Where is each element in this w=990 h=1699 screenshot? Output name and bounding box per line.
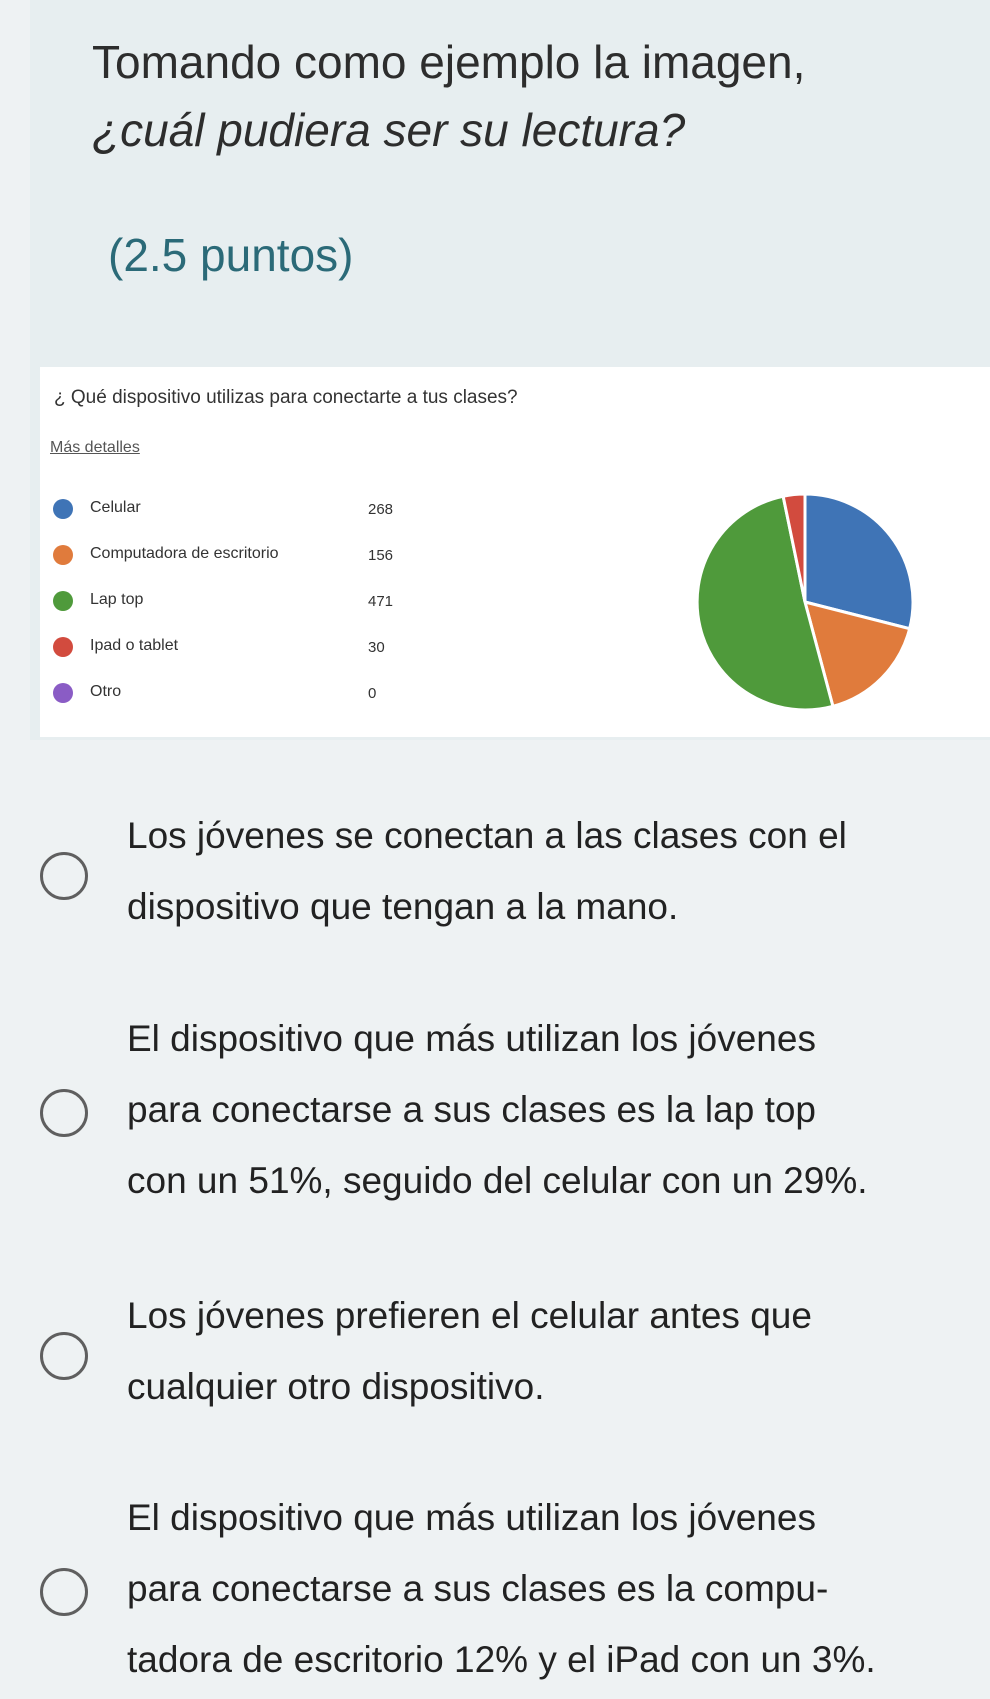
question-title-line2: ¿cuál pudiera ser su lectura? xyxy=(92,104,686,156)
legend-dot-ipad xyxy=(53,637,73,657)
option-line: dispositivo que tengan a la mano. xyxy=(127,886,679,927)
option-line: El dispositivo que más utilizan los jóve… xyxy=(127,1497,816,1538)
option-line: para conectarse a sus clases es la compu… xyxy=(127,1568,829,1609)
pie-slice-laptop xyxy=(695,494,835,712)
chart-image: ¿ Qué dispositivo utilizas para conectar… xyxy=(40,367,990,737)
option-line: Los jóvenes prefieren el celular antes q… xyxy=(127,1295,812,1336)
option-text: Los jóvenes prefieren el celular antes q… xyxy=(127,1280,967,1422)
legend-value: 0 xyxy=(368,685,377,702)
legend-item: Computadora de escritorio 156 xyxy=(48,541,408,587)
option-text: Los jóvenes se conectan a las clases con… xyxy=(127,800,967,942)
chart-question: ¿ Qué dispositivo utilizas para conectar… xyxy=(54,387,518,408)
more-details-link: Más detalles xyxy=(50,439,140,456)
legend-value: 268 xyxy=(368,501,394,518)
pie-slice-computadora xyxy=(802,599,912,709)
legend-label: Lap top xyxy=(90,591,144,608)
radio-button[interactable] xyxy=(40,1332,88,1380)
option-line: cualquier otro dispositivo. xyxy=(127,1366,545,1407)
legend-value: 156 xyxy=(368,547,394,564)
legend-item: Lap top 471 xyxy=(48,587,408,633)
option-line: El dispositivo que más utilizan los jóve… xyxy=(127,1018,816,1059)
legend-item: Otro 0 xyxy=(48,679,408,725)
pie-slice-ipad xyxy=(781,492,807,603)
pie-chart xyxy=(695,492,915,712)
question-title: Tomando como ejemplo la imagen, ¿cuál pu… xyxy=(92,28,952,164)
legend-value: 30 xyxy=(368,639,385,656)
legend-label: Ipad o tablet xyxy=(90,637,179,654)
option-text: El dispositivo que más utilizan los jóve… xyxy=(127,1003,967,1216)
radio-button[interactable] xyxy=(40,852,88,900)
legend-item: Celular 268 xyxy=(48,495,408,541)
answer-option-3[interactable]: Los jóvenes prefieren el celular antes q… xyxy=(0,1280,990,1430)
option-line: para conectarse a sus clases es la lap t… xyxy=(127,1089,816,1130)
legend-dot-celular xyxy=(53,499,73,519)
legend-dot-otro xyxy=(53,683,73,703)
option-line: con un 51%, seguido del celular con un 2… xyxy=(127,1160,868,1201)
answer-option-1[interactable]: Los jóvenes se conectan a las clases con… xyxy=(0,800,990,950)
legend-value: 471 xyxy=(368,593,394,610)
legend-dot-computadora xyxy=(53,545,73,565)
question-points: (2.5 puntos) xyxy=(108,229,354,281)
legend-dot-laptop xyxy=(53,591,73,611)
answer-option-4[interactable]: El dispositivo que más utilizan los jóve… xyxy=(0,1482,990,1697)
question-title-line1: Tomando como ejemplo la imagen, xyxy=(92,36,806,88)
option-line: Los jóvenes se conectan a las clases con… xyxy=(127,815,847,856)
option-text: El dispositivo que más utilizan los jóve… xyxy=(127,1482,967,1695)
legend-label: Computadora de escritorio xyxy=(90,545,279,562)
legend-label: Otro xyxy=(90,683,122,700)
answer-option-2[interactable]: El dispositivo que más utilizan los jóve… xyxy=(0,1003,990,1223)
radio-button[interactable] xyxy=(40,1089,88,1137)
legend-label: Celular xyxy=(90,499,141,516)
radio-button[interactable] xyxy=(40,1568,88,1616)
pie-slice-celular xyxy=(803,492,915,631)
legend-item: Ipad o tablet 30 xyxy=(48,633,408,679)
chart-legend: Celular 268 Computadora de escritorio 15… xyxy=(48,495,408,725)
option-line: tadora de escritorio 12% y el iPad con u… xyxy=(127,1639,876,1680)
